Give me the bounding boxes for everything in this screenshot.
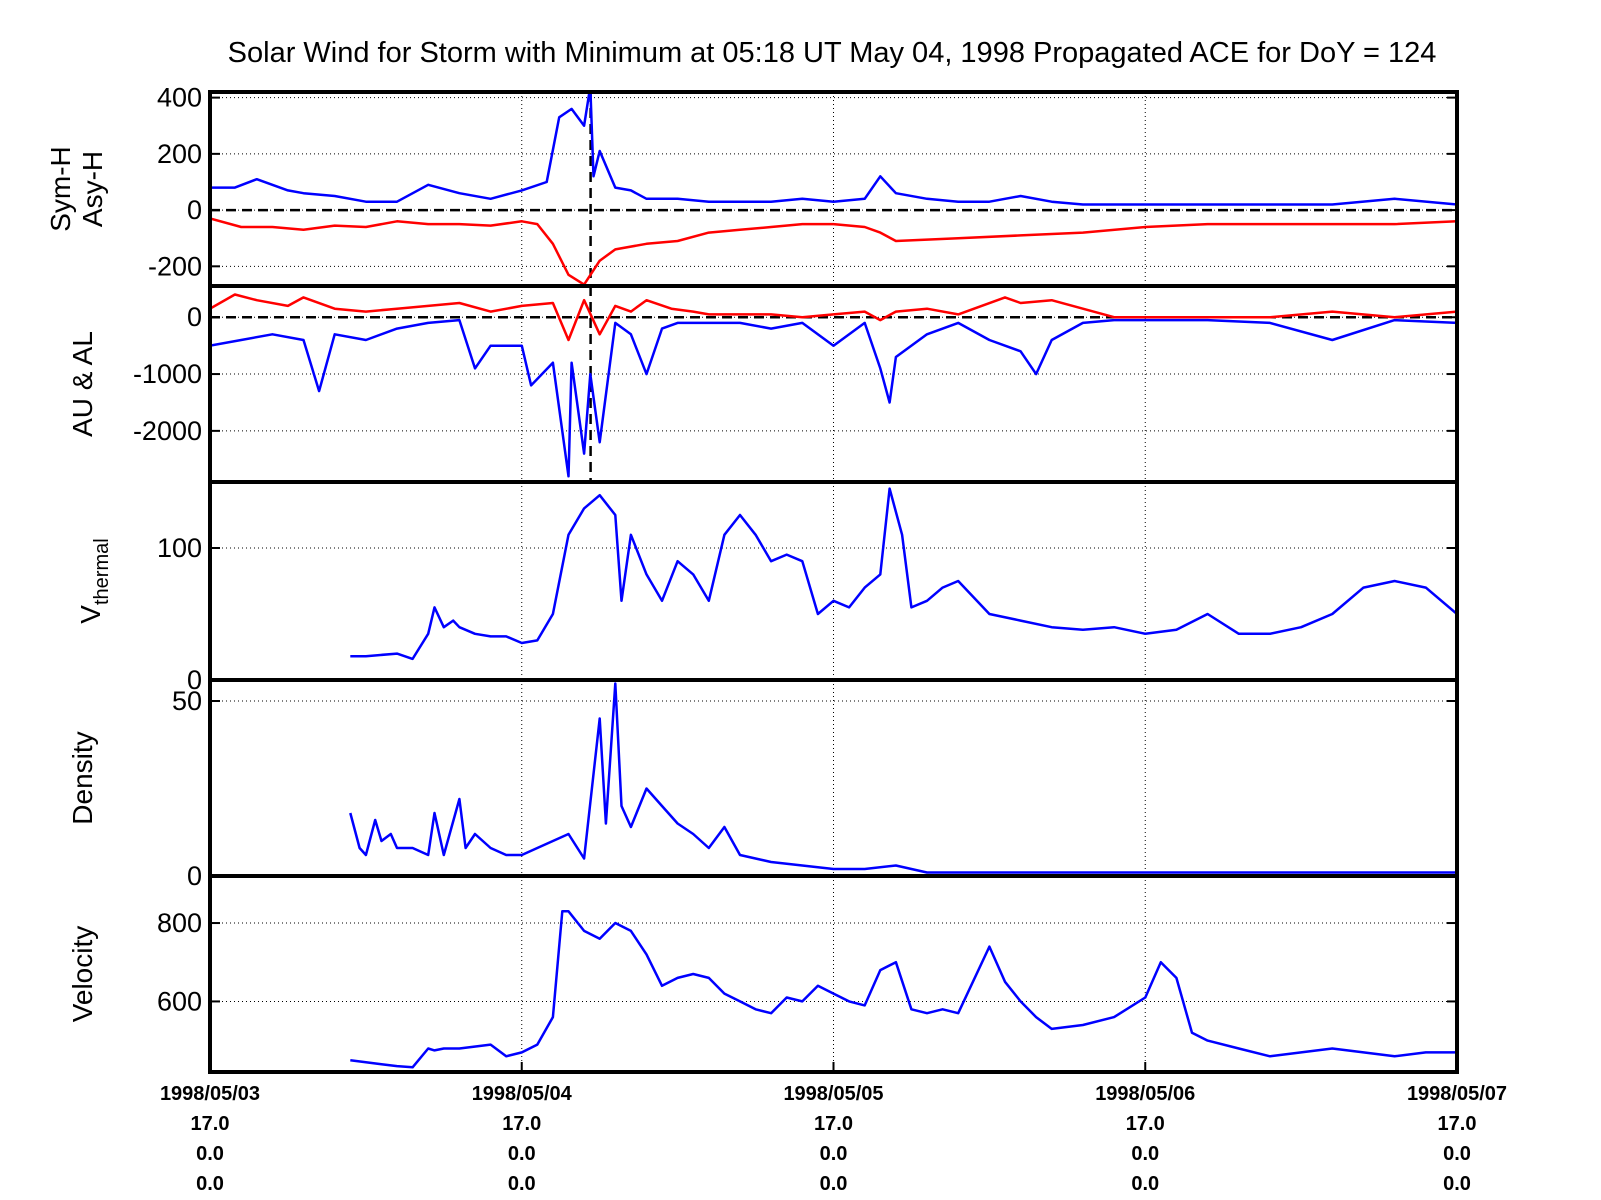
y-tick-label: -1000 <box>133 359 202 389</box>
series-line-red <box>210 217 1457 286</box>
y-tick-label: 50 <box>172 686 202 716</box>
y-axis-label: AU & AL <box>67 331 98 437</box>
x-tick-label: 1998/05/06 <box>1095 1083 1195 1105</box>
panel-5: 800 600 Velocity <box>67 874 1459 1074</box>
x-tick-label: 0.0 <box>196 1173 224 1195</box>
series-line-blue <box>210 318 1457 478</box>
y-axis-label-2: Asy-H <box>77 151 108 227</box>
x-tick-label: 17.0 <box>814 1113 853 1135</box>
y-tick-label: -200 <box>148 251 202 281</box>
panel-2: 0 -1000 -2000 AU & AL <box>67 284 1459 484</box>
series-line-blue <box>210 92 1457 206</box>
series-line-blue <box>349 682 1457 874</box>
x-tick-label: 17.0 <box>1126 1113 1165 1135</box>
x-tick-label: 17.0 <box>502 1113 541 1135</box>
x-tick-label: 0.0 <box>1443 1173 1471 1195</box>
panel-frame <box>208 874 1459 1074</box>
y-tick-label: 400 <box>157 83 202 113</box>
x-tick-label: 1998/05/05 <box>783 1083 883 1105</box>
y-tick-label: 0 <box>187 861 202 891</box>
x-tick-label: 1998/05/03 <box>160 1083 260 1105</box>
x-tick-label: 0.0 <box>820 1173 848 1195</box>
series-line-red <box>210 293 1457 342</box>
y-tick-label: 0 <box>187 302 202 332</box>
x-tick-label: 1998/05/07 <box>1407 1083 1507 1105</box>
y-axis-label-subscript: thermal <box>91 538 113 605</box>
y-axis-label-main: V <box>75 605 106 624</box>
y-axis-label: Vthermal <box>75 538 113 623</box>
y-axis-label: Velocity <box>67 926 98 1023</box>
x-tick-label: 0.0 <box>1131 1143 1159 1165</box>
x-tick-label: 0.0 <box>196 1143 224 1165</box>
y-axis-label: Sym-H <box>45 146 76 232</box>
y-tick-label: 0 <box>187 665 202 695</box>
series-line-blue <box>350 487 1457 661</box>
y-tick-label: -2000 <box>133 416 202 446</box>
chart-title: Solar Wind for Storm with Minimum at 05:… <box>228 37 1437 69</box>
panel-1: 400 200 0 -200 Sym-H Asy-H <box>45 83 1459 288</box>
x-tick-label: 1998/05/04 <box>472 1083 573 1105</box>
y-axis-label: Density <box>67 731 98 824</box>
x-tick-label: 0.0 <box>508 1143 536 1165</box>
panel-3: 100 0 Vthermal <box>75 480 1459 695</box>
y-tick-label: 0 <box>187 195 202 225</box>
y-tick-label: 600 <box>157 986 202 1016</box>
x-tick-label: 17.0 <box>191 1113 230 1135</box>
panel-4: 50 0 Density <box>67 678 1459 891</box>
series-line-blue <box>350 910 1457 1069</box>
x-tick-label: 0.0 <box>820 1143 848 1165</box>
y-tick-label: 200 <box>157 139 202 169</box>
x-tick-label: 0.0 <box>1443 1143 1471 1165</box>
y-tick-label: 800 <box>157 908 202 938</box>
x-tick-label: 0.0 <box>1131 1173 1159 1195</box>
x-tick-label: 0.0 <box>508 1173 536 1195</box>
y-tick-label: 100 <box>157 533 202 563</box>
x-tick-label: 17.0 <box>1438 1113 1477 1135</box>
